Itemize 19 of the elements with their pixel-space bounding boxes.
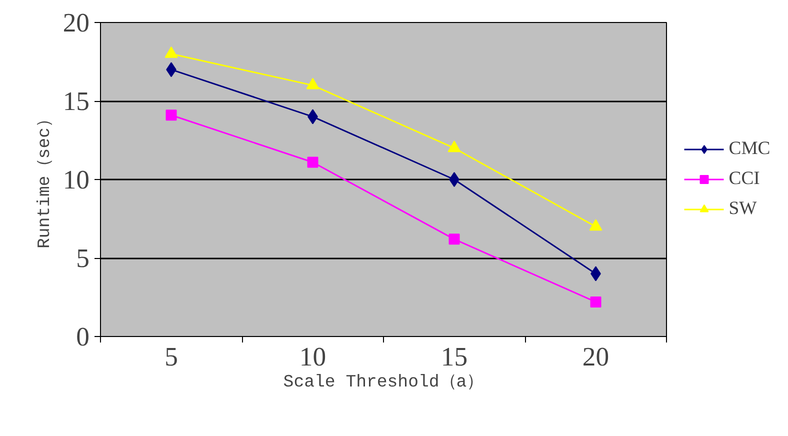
point	[448, 234, 460, 245]
y-tick-label: 15	[62, 86, 90, 116]
y-axis-title: Runtime（sec）	[36, 110, 55, 248]
x-axis-title: Scale Threshold（a）	[283, 374, 484, 392]
x-tick-label: 20	[582, 342, 610, 372]
legend-label: SW	[728, 198, 757, 220]
point	[166, 110, 177, 121]
y-tick-label: 20	[62, 8, 90, 38]
y-tick-label: 5	[76, 243, 90, 273]
x-tick-label: 10	[299, 342, 326, 372]
legend-label: CMC	[728, 138, 770, 160]
point	[449, 172, 460, 187]
point	[307, 156, 318, 168]
x-tick-label: 15	[440, 342, 468, 372]
y-tick-label: 0	[76, 322, 90, 352]
legend-label: CCI	[728, 168, 760, 190]
point	[590, 296, 602, 308]
x-tick-label: 5	[164, 342, 178, 372]
y-tick-label: 10	[62, 164, 90, 194]
